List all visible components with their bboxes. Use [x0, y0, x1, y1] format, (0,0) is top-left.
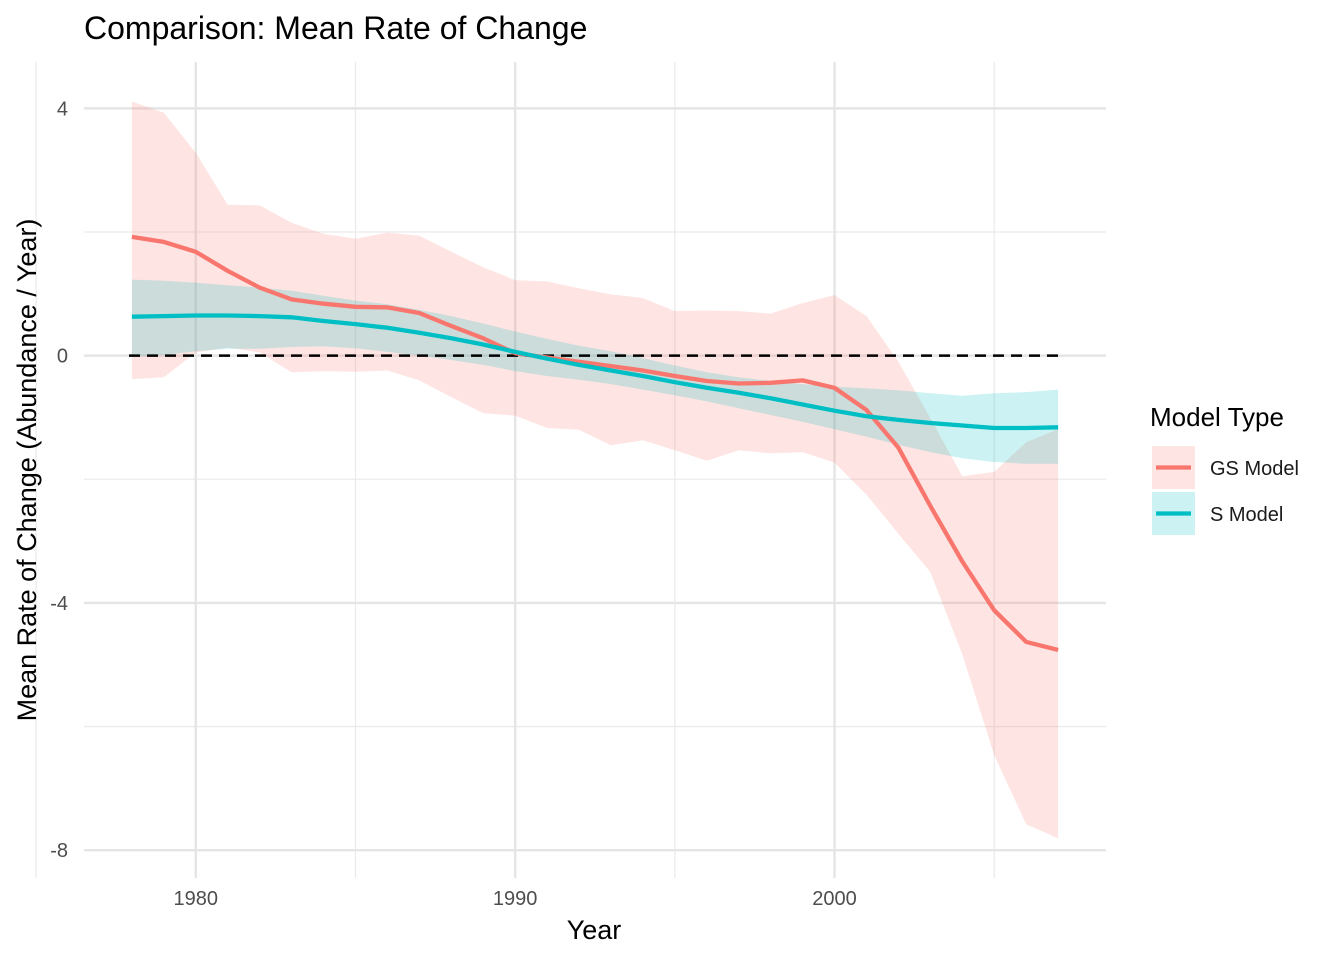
x-tick-label: 1980 [174, 888, 219, 910]
y-axis-ticks: -8 -4 0 4 [50, 98, 68, 862]
chart-title: Comparison: Mean Rate of Change [84, 10, 587, 46]
y-tick-label: 4 [57, 98, 68, 120]
x-tick-label: 1990 [493, 888, 538, 910]
y-tick-label: -4 [50, 593, 68, 615]
series-line [131, 313, 1059, 431]
y-tick-label: -8 [50, 840, 68, 862]
legend: Model Type GS Model S Model [1150, 402, 1299, 535]
legend-label: S Model [1210, 504, 1283, 526]
minor-gridlines [35, 62, 1106, 878]
y-tick-label: 0 [57, 346, 68, 368]
x-axis-ticks: 1980 1990 2000 [174, 888, 857, 910]
confidence-bands [131, 101, 1059, 839]
legend-label: GS Model [1210, 458, 1299, 480]
x-axis-title: Year [567, 915, 622, 945]
series-lines [131, 234, 1059, 652]
major-gridlines [84, 62, 1106, 878]
y-axis-title: Mean Rate of Change (Abundance / Year) [12, 219, 42, 722]
series-line [131, 234, 1059, 652]
legend-title: Model Type [1150, 402, 1284, 432]
confidence-band [131, 101, 1059, 839]
x-tick-label: 2000 [812, 888, 857, 910]
